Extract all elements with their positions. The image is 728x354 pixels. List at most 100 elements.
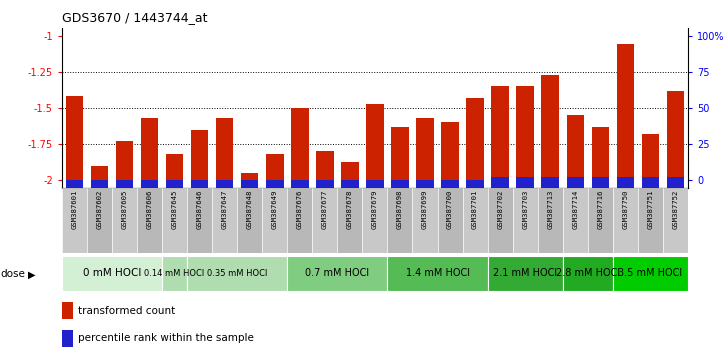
Bar bbox=[441, 181, 459, 188]
Bar bbox=[592, 177, 609, 188]
Bar bbox=[316, 152, 333, 188]
Bar bbox=[516, 86, 534, 188]
Bar bbox=[617, 177, 634, 188]
Bar bbox=[216, 181, 234, 188]
Bar bbox=[587, 188, 613, 253]
Bar bbox=[341, 161, 359, 188]
Text: GSM387645: GSM387645 bbox=[172, 190, 178, 229]
Text: GSM387698: GSM387698 bbox=[397, 190, 403, 229]
Bar bbox=[467, 98, 484, 188]
Bar bbox=[563, 256, 613, 291]
Bar bbox=[516, 177, 534, 188]
Bar bbox=[316, 181, 333, 188]
Bar bbox=[491, 86, 509, 188]
Text: GSM387646: GSM387646 bbox=[197, 190, 202, 229]
Bar bbox=[341, 181, 359, 188]
Bar bbox=[91, 166, 108, 188]
Text: GSM387699: GSM387699 bbox=[422, 190, 428, 229]
Text: GSM387678: GSM387678 bbox=[347, 190, 353, 229]
Text: GSM387602: GSM387602 bbox=[96, 190, 103, 229]
Text: GSM387647: GSM387647 bbox=[221, 190, 228, 229]
Bar bbox=[566, 177, 584, 188]
Bar bbox=[491, 177, 509, 188]
Bar bbox=[262, 188, 288, 253]
Text: 3.5 mM HOCl: 3.5 mM HOCl bbox=[618, 268, 682, 279]
Bar bbox=[413, 188, 438, 253]
Bar bbox=[66, 96, 83, 188]
Text: 2.8 mM HOCl: 2.8 mM HOCl bbox=[555, 268, 620, 279]
Bar bbox=[337, 188, 363, 253]
Bar bbox=[312, 188, 337, 253]
Text: GSM387605: GSM387605 bbox=[122, 190, 127, 229]
Bar bbox=[141, 118, 158, 188]
Bar bbox=[62, 256, 162, 291]
Bar bbox=[66, 181, 83, 188]
Text: 0.7 mM HOCl: 0.7 mM HOCl bbox=[305, 268, 369, 279]
Bar bbox=[166, 154, 183, 188]
Bar bbox=[613, 256, 688, 291]
Text: GSM387700: GSM387700 bbox=[447, 190, 453, 229]
Bar bbox=[667, 177, 684, 188]
Bar bbox=[266, 181, 283, 188]
Text: GSM387648: GSM387648 bbox=[247, 190, 253, 229]
Bar bbox=[441, 122, 459, 188]
Text: GSM387676: GSM387676 bbox=[297, 190, 303, 229]
Text: GSM387713: GSM387713 bbox=[547, 190, 553, 229]
Text: GSM387679: GSM387679 bbox=[372, 190, 378, 229]
Bar bbox=[363, 188, 387, 253]
Bar bbox=[641, 177, 659, 188]
Bar bbox=[462, 188, 488, 253]
Bar bbox=[366, 104, 384, 188]
Bar bbox=[592, 127, 609, 188]
Text: GSM387703: GSM387703 bbox=[522, 190, 529, 229]
Bar bbox=[187, 188, 212, 253]
Text: GSM387702: GSM387702 bbox=[497, 190, 503, 229]
Text: GSM387677: GSM387677 bbox=[322, 190, 328, 229]
Bar bbox=[91, 181, 108, 188]
Bar bbox=[538, 188, 563, 253]
Text: GSM387649: GSM387649 bbox=[272, 190, 278, 229]
Bar bbox=[162, 188, 187, 253]
Bar bbox=[216, 118, 234, 188]
Bar bbox=[137, 188, 162, 253]
Bar bbox=[237, 188, 262, 253]
Bar bbox=[663, 188, 688, 253]
Bar bbox=[116, 141, 133, 188]
Text: dose: dose bbox=[1, 269, 25, 279]
Bar bbox=[366, 181, 384, 188]
Bar bbox=[542, 177, 559, 188]
Text: GSM387750: GSM387750 bbox=[622, 190, 628, 229]
Text: 0 mM HOCl: 0 mM HOCl bbox=[83, 268, 141, 279]
Bar bbox=[87, 188, 112, 253]
Bar bbox=[563, 188, 587, 253]
Bar bbox=[62, 330, 73, 347]
Bar bbox=[667, 91, 684, 188]
Bar bbox=[488, 256, 563, 291]
Bar bbox=[641, 134, 659, 188]
Bar bbox=[467, 181, 484, 188]
Text: ▶: ▶ bbox=[28, 269, 35, 279]
Text: percentile rank within the sample: percentile rank within the sample bbox=[77, 333, 253, 343]
Bar bbox=[116, 181, 133, 188]
Text: GSM387752: GSM387752 bbox=[673, 190, 678, 229]
Text: 1.4 mM HOCl: 1.4 mM HOCl bbox=[405, 268, 470, 279]
Bar bbox=[166, 181, 183, 188]
Bar bbox=[416, 181, 434, 188]
Text: GSM387714: GSM387714 bbox=[572, 190, 578, 229]
Bar bbox=[187, 256, 288, 291]
Bar bbox=[62, 188, 87, 253]
Text: GSM387601: GSM387601 bbox=[71, 190, 77, 229]
Bar bbox=[112, 188, 137, 253]
Bar bbox=[241, 173, 258, 188]
Bar bbox=[191, 130, 208, 188]
Bar bbox=[391, 181, 408, 188]
Text: 0.14 mM HOCl: 0.14 mM HOCl bbox=[144, 269, 205, 278]
Bar bbox=[566, 115, 584, 188]
Bar bbox=[288, 188, 312, 253]
Bar bbox=[387, 188, 413, 253]
Text: GDS3670 / 1443744_at: GDS3670 / 1443744_at bbox=[62, 11, 207, 24]
Bar bbox=[62, 302, 73, 319]
Bar bbox=[288, 256, 387, 291]
Bar bbox=[291, 108, 309, 188]
Bar bbox=[638, 188, 663, 253]
